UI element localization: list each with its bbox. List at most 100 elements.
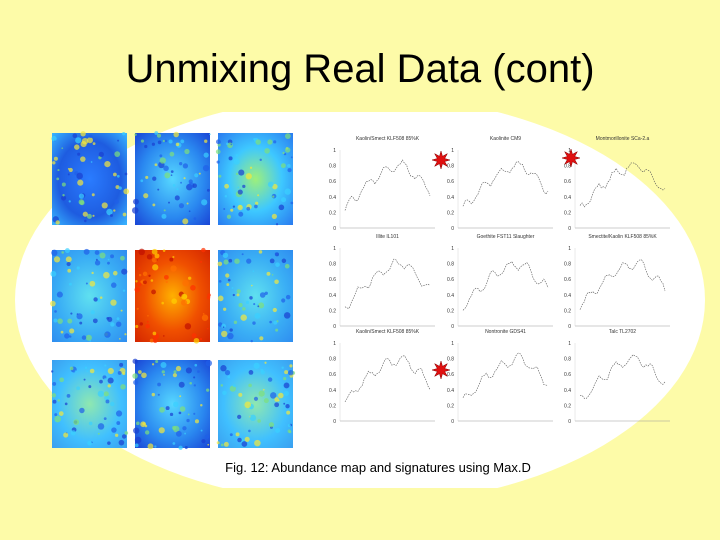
map-speckle [267,377,273,382]
map-speckle [67,168,70,170]
map-speckle [69,366,74,371]
map-speckle [194,173,199,178]
map-speckle [244,401,252,409]
plot-title: Goethite FST11 Slaughter [477,234,535,240]
map-speckle [114,433,119,437]
map-speckle [235,154,239,157]
map-speckle [272,183,278,190]
signature-plot: Illite IL101 1 0.8 0.6 0.4 0.2 0 [329,234,435,330]
map-speckle [290,156,293,159]
map-speckle [287,423,291,428]
map-speckle [226,142,229,146]
map-speckle [150,279,154,282]
map-speckle [209,133,211,136]
plot-tick-label: 0.6 [564,179,571,185]
map-speckle [70,430,76,436]
plot-tick-label: 0.4 [447,388,454,394]
map-speckle [152,338,158,344]
plot-tick-label: 1 [568,246,571,252]
signature-plot: Kaolinite CM9 1 0.8 0.6 0.4 0.2 0 [447,136,553,232]
map-speckle [285,147,291,153]
abundance-map [135,250,210,342]
map-speckle [202,165,210,172]
figure-caption: Fig. 12: Abundance map and signatures us… [225,460,531,475]
abundance-map [52,133,127,225]
plot-tick-label: 0.8 [329,262,336,268]
map-speckle [229,328,233,332]
map-speckle [220,443,224,447]
map-speckle [117,370,122,375]
map-speckle [66,262,71,267]
map-speckle [110,282,117,288]
map-speckle [122,131,126,136]
map-speckle [175,430,182,437]
map-speckle [135,324,139,329]
plot-tick-label: 0.2 [564,308,571,314]
map-speckle [87,440,92,446]
map-speckle [285,404,290,409]
plot-tick-label: 0.2 [447,403,454,409]
map-speckle [227,375,231,379]
map-speckle [170,174,173,176]
plot-tick-label: 0.6 [447,277,454,283]
map-speckle [220,365,227,372]
map-speckle [204,139,208,143]
map-speckle [224,194,228,198]
map-speckle [200,429,203,432]
abundance-map [218,360,293,448]
map-speckle [56,291,63,298]
map-speckle [124,333,127,336]
map-speckle [180,139,185,144]
map-speckle [172,255,175,259]
map-speckle [158,427,165,434]
map-speckle [254,312,261,319]
map-speckle [257,194,260,197]
map-speckle [106,316,110,320]
plot-tick-label: 0 [333,324,336,330]
map-speckle [231,286,234,289]
map-speckle [110,254,115,259]
map-speckle [107,367,114,375]
map-speckle [281,258,287,264]
map-speckle [142,271,148,277]
plot-tick-label: 0.4 [447,293,454,299]
map-speckle [283,402,286,405]
map-speckle [162,335,165,337]
map-speckle [286,410,291,415]
map-speckle [121,434,127,439]
map-speckle [233,320,238,325]
map-speckle [199,337,203,341]
map-speckle [232,384,236,388]
map-speckle [163,373,165,376]
map-speckle [76,266,80,270]
map-speckle [178,203,185,209]
map-speckle [236,289,241,294]
map-speckle [171,298,177,305]
plot-title: Kaolin/Smect KLF508 85%K [356,136,420,142]
plot-tick-label: 1 [333,148,336,154]
plot-tick-label: 0.2 [329,308,336,314]
plot-title: Nontronite GDS41 [485,329,526,335]
map-speckle [225,273,230,278]
map-speckle [254,439,261,447]
plot-tick-label: 0.4 [564,388,571,394]
map-speckle [132,373,138,379]
plot-title: Kaolin/Smect KLF508 85%K [356,329,420,335]
map-speckle [154,253,160,259]
map-speckle [274,252,278,256]
map-speckle [143,193,149,199]
map-speckle [217,261,223,267]
map-speckle [249,414,257,422]
signature-curve [579,259,666,310]
map-speckle [160,362,167,369]
signature-curve [462,161,549,207]
map-speckle [89,368,95,374]
map-speckle [203,152,209,158]
map-speckle [175,142,180,147]
plot-tick-label: 0 [333,226,336,232]
plot-tick-label: 0.8 [447,164,454,170]
map-speckle [156,133,162,138]
map-speckle [258,302,265,309]
plot-tick-label: 1 [451,341,454,347]
map-speckle [145,175,149,179]
